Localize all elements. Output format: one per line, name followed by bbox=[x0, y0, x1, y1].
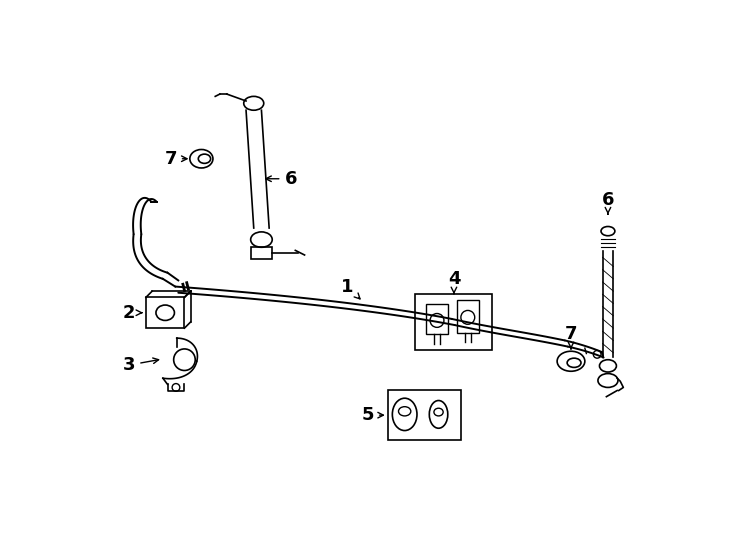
Bar bbox=[388, 390, 461, 440]
Text: 6: 6 bbox=[602, 191, 614, 214]
Text: 3: 3 bbox=[123, 356, 159, 374]
Bar bbox=[457, 300, 479, 333]
Text: 7: 7 bbox=[164, 150, 187, 168]
Text: 6: 6 bbox=[266, 170, 297, 188]
Bar bbox=[415, 294, 493, 350]
Bar bbox=[426, 303, 448, 334]
Text: 7: 7 bbox=[564, 325, 577, 349]
Text: 5: 5 bbox=[361, 406, 383, 424]
Bar bbox=[146, 298, 184, 328]
Bar bbox=[251, 247, 272, 259]
Text: 4: 4 bbox=[448, 270, 460, 294]
Text: 2: 2 bbox=[123, 303, 142, 322]
Text: 1: 1 bbox=[341, 278, 360, 299]
